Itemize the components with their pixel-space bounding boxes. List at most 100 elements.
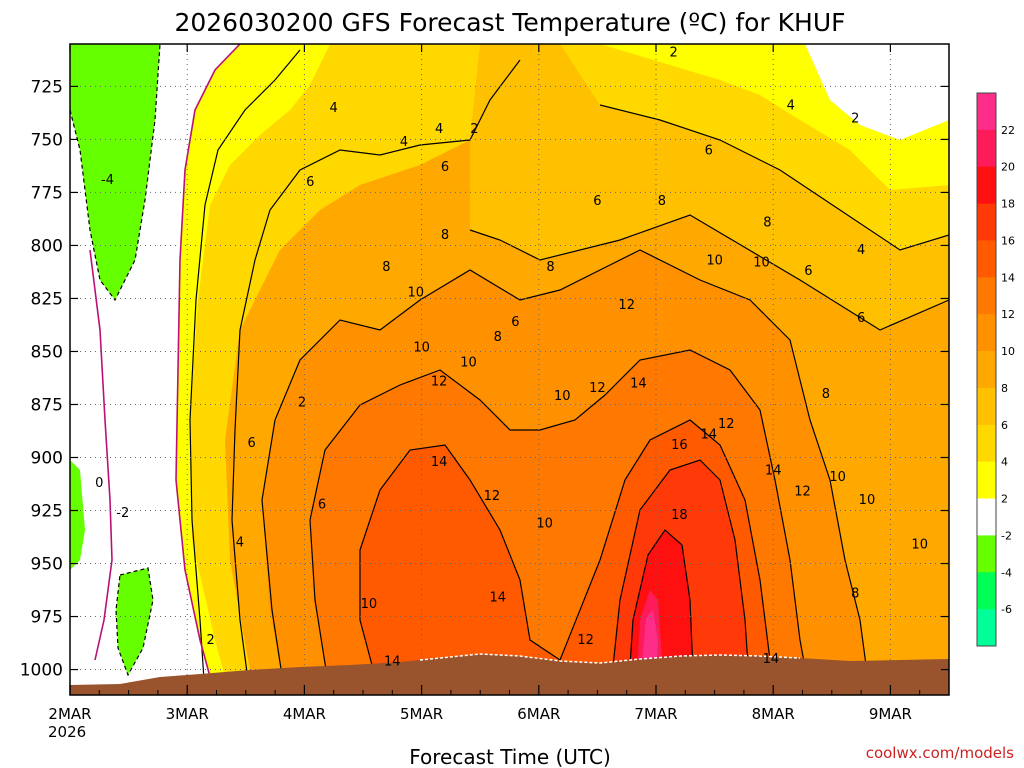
x-tick-label: 3MAR xyxy=(166,705,209,723)
contour-label: 10 xyxy=(413,340,430,355)
contour-line xyxy=(261,249,871,695)
contour-label: 10 xyxy=(958,659,975,674)
colorbar-frame xyxy=(976,92,997,647)
contour-label: 10 xyxy=(706,254,723,269)
x-year-label: 2026 xyxy=(48,723,86,741)
colorbar-swatch xyxy=(977,498,996,536)
contour-label: 12 xyxy=(718,417,735,432)
contour-line xyxy=(175,44,241,695)
contour-label: 4 xyxy=(236,536,244,551)
contour-label: 18 xyxy=(671,508,688,523)
colorbar-swatch xyxy=(977,461,996,500)
y-tick-label: 850 xyxy=(31,342,63,362)
contour-label: 8 xyxy=(658,194,666,209)
colorbar-label: 22 xyxy=(1001,124,1015,137)
fill-band-minus4c-low xyxy=(70,460,85,570)
contour-label: 2 xyxy=(669,46,677,61)
x-axis: 2MAR 3MAR 4MAR 5MAR 6MAR 7MAR 8MAR 9MAR xyxy=(48,44,950,723)
y-tick-label: 750 xyxy=(31,130,63,150)
colorbar-label: 6 xyxy=(1001,419,1008,432)
contour-label: 10 xyxy=(859,493,876,508)
contour-label: 14 xyxy=(763,652,780,667)
colorbar-label: 20 xyxy=(1001,161,1015,174)
colorbar-label: -6 xyxy=(1001,603,1012,616)
contour-label: 14 xyxy=(384,654,401,669)
contour-label: 4 xyxy=(435,122,443,137)
contour-label: 14 xyxy=(765,463,782,478)
contour-line xyxy=(309,349,811,695)
colorbar-swatch xyxy=(977,277,996,315)
colorbar: 22 20 18 16 14 12 10 8 6 4 2 -2 -4 -6 xyxy=(976,92,1015,647)
colorbar-label: 8 xyxy=(1001,382,1008,395)
contour-line xyxy=(469,214,949,331)
contour-label: 12 xyxy=(618,298,635,313)
y-tick-label: 975 xyxy=(31,608,63,628)
contour-label: 6 xyxy=(306,175,314,190)
contour-line xyxy=(359,419,776,695)
fill-band-2c-west xyxy=(150,44,330,695)
colorbar-swatch xyxy=(977,572,996,610)
x-tick-label: 8MAR xyxy=(752,705,795,723)
contour-label: 14 xyxy=(700,427,717,442)
contour-label: 10 xyxy=(460,355,477,370)
ground-surface-line xyxy=(419,653,801,664)
contour-label: 14 xyxy=(490,591,507,606)
y-tick-label: 725 xyxy=(31,77,63,97)
contour-line xyxy=(627,529,695,695)
contour-label: 6 xyxy=(511,315,519,330)
contour-label: 8 xyxy=(494,330,502,345)
fill-band-4c-west xyxy=(170,44,480,695)
fill-band-sub-2c-ne xyxy=(805,44,949,140)
colorbar-swatch xyxy=(977,93,996,131)
contour-label: 12 xyxy=(577,633,594,648)
contour-label: 10 xyxy=(407,285,424,300)
contour-label: 2 xyxy=(206,633,214,648)
x-tick-label: 2MAR xyxy=(48,705,91,723)
colorbar-label: 16 xyxy=(1001,234,1015,247)
colorbar-swatch xyxy=(977,166,996,205)
contour-label: 6 xyxy=(441,160,449,175)
contour-label: 0 xyxy=(95,476,103,491)
contour-label: 10 xyxy=(554,389,571,404)
contour-label: 8 xyxy=(441,228,449,243)
x-tick-label: 6MAR xyxy=(517,705,560,723)
colorbar-swatch xyxy=(977,314,996,352)
contour-label: 4 xyxy=(857,243,865,258)
contour-label: 6 xyxy=(593,194,601,209)
x-tick-label: 9MAR xyxy=(869,705,912,723)
contour-label: 10 xyxy=(536,516,553,531)
contour-label: 2 xyxy=(470,122,478,137)
contour-line xyxy=(70,44,161,302)
contour-label: 6 xyxy=(804,264,812,279)
contour-label: 6 xyxy=(318,497,326,512)
colorbar-swatch xyxy=(977,609,996,647)
y-tick-label: 925 xyxy=(31,502,63,522)
contour-label: 12 xyxy=(484,489,501,504)
freezing-contours xyxy=(89,44,241,695)
fill-band-22c xyxy=(642,610,658,665)
contour-label: 16 xyxy=(671,438,688,453)
fill-band-minus4c-south xyxy=(116,568,153,675)
colorbar-label: 10 xyxy=(1001,345,1015,358)
contour-line xyxy=(231,59,521,695)
contour-label: 12 xyxy=(589,381,606,396)
contour-label: 6 xyxy=(857,311,865,326)
contour-label: 4 xyxy=(330,101,338,116)
colorbar-swatch xyxy=(977,203,996,241)
contour-label: 12 xyxy=(794,485,811,500)
contour-label: 10 xyxy=(753,256,770,271)
colorbar-label: -4 xyxy=(1001,566,1012,579)
contour-label: -4 xyxy=(101,173,114,188)
x-tick-label: 4MAR xyxy=(283,705,326,723)
colorbar-label: 14 xyxy=(1001,271,1015,284)
colorbar-label: -2 xyxy=(1001,529,1012,542)
colorbar-label: 12 xyxy=(1001,308,1015,321)
colorbar-swatch xyxy=(977,129,996,168)
colorbar-swatch xyxy=(977,424,996,463)
negative-contours xyxy=(70,44,161,677)
contour-line xyxy=(189,49,301,695)
contour-label: 8 xyxy=(851,586,859,601)
